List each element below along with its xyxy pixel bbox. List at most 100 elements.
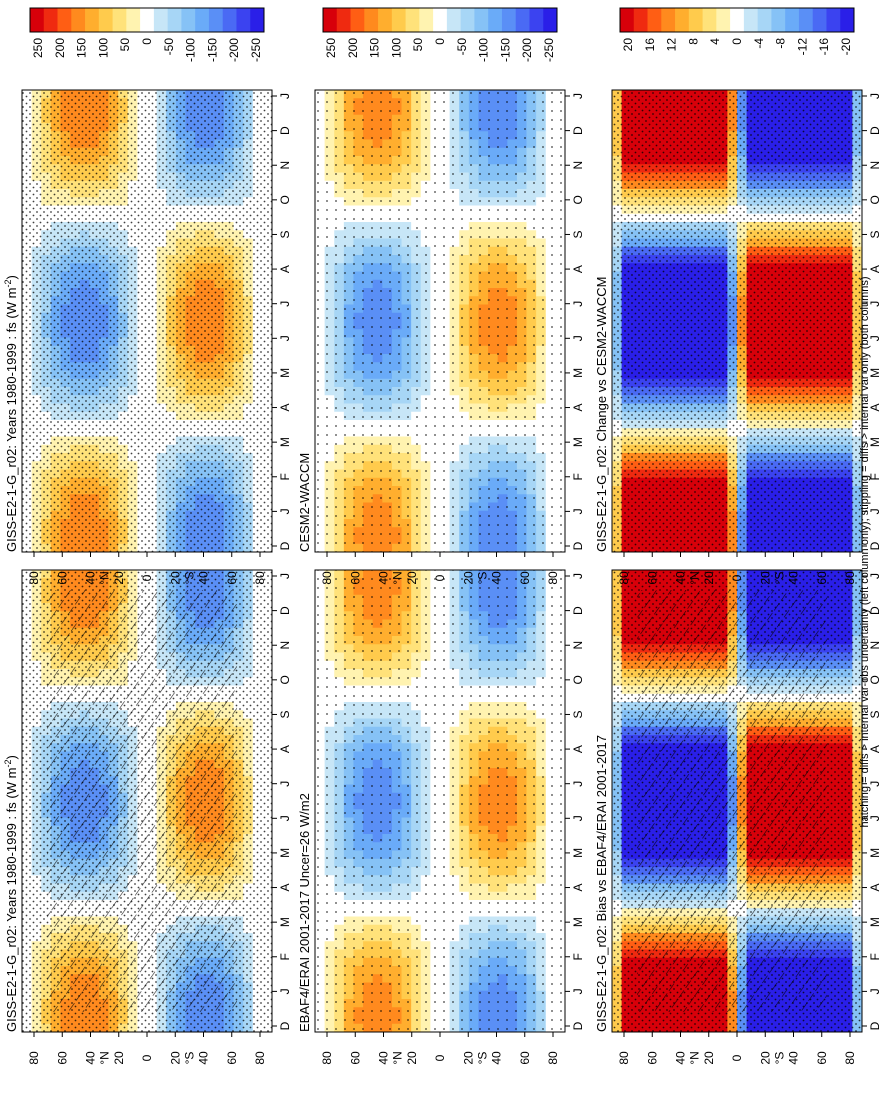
month-tick-label: M <box>571 848 585 858</box>
month-tick-label: J <box>278 301 292 307</box>
lat-label-south: °S <box>475 1052 489 1065</box>
lat-tick-label: 40 <box>84 571 98 585</box>
title-end: ) <box>4 275 19 279</box>
colorbar-swatch <box>153 8 169 32</box>
lat-label-north: °N <box>98 1051 112 1064</box>
lat-tick-label: 60 <box>225 571 239 585</box>
month-tick-label: A <box>278 265 292 273</box>
colorbar-swatch <box>250 8 265 32</box>
month-tick-label: J <box>278 988 292 994</box>
lat-tick-label: 20 <box>112 571 126 585</box>
month-tick-label: N <box>571 641 585 650</box>
stippling-overlay <box>315 570 565 1032</box>
colorbar-tick-label: 150 <box>75 38 89 58</box>
month-tick-label: A <box>571 745 585 753</box>
colorbar-tick-label: 0 <box>140 38 154 45</box>
lat-label-north: °N <box>391 1051 405 1064</box>
month-tick-label: J <box>571 815 585 821</box>
lat-tick-label: 40 <box>197 571 211 585</box>
lat-tick-label: 80 <box>253 571 267 585</box>
panel-middle-left: 80 60 40 20 0 20 40 60 80°N °SDJFMAMJJASONDJEBAF4… <box>297 487 585 1065</box>
colorbar-tick-label: -50 <box>162 38 176 56</box>
panel-middle-right: 80 60 40 20 0 20 40 60 80°N °SDJFMAMJJASONDJCESM2… <box>297 7 585 585</box>
lat-tick-label: 0 <box>433 1054 447 1061</box>
month-tick-label: M <box>278 848 292 858</box>
lat-tick-label: 60 <box>518 1051 532 1065</box>
month-tick-label: D <box>278 606 292 615</box>
colorbar-swatch <box>43 8 58 32</box>
colorbar-swatch <box>195 8 210 32</box>
colorbar-swatch <box>85 8 100 32</box>
month-tick-label: A <box>278 404 292 412</box>
month-tick-label: D <box>278 541 292 550</box>
lat-tick-label: 60 <box>55 1051 69 1065</box>
lat-tick-label: 20 <box>461 1051 475 1065</box>
month-tick-label: J <box>571 573 585 579</box>
lat-tick-label: 80 <box>253 1051 267 1065</box>
month-tick-label: O <box>571 675 585 684</box>
title-end: ) <box>4 755 19 759</box>
month-tick-label: O <box>278 675 292 684</box>
lat-tick-label: 80 <box>27 571 41 585</box>
lat-tick-label: 20 <box>112 1051 126 1065</box>
month-tick-label: F <box>571 953 585 960</box>
month-tick-label: N <box>278 161 292 170</box>
month-tick-label: M <box>571 917 585 927</box>
panel-title: GISS-E2-1-G_r02: Years 1980-1999 : fs (W… <box>3 275 19 552</box>
colorbar-swatch <box>208 8 224 32</box>
month-tick-label: J <box>278 815 292 821</box>
colorbar-swatch <box>71 8 86 32</box>
title-superscript: -2 <box>3 760 13 768</box>
lat-tick-label: 80 <box>27 1051 41 1065</box>
lat-tick-label: 80 <box>320 1051 334 1065</box>
title-superscript: -2 <box>3 280 13 288</box>
month-tick-label: A <box>571 884 585 892</box>
colorbar-tick-label: 250 <box>31 38 45 58</box>
month-tick-label: M <box>278 437 292 447</box>
lat-tick-label: 20 <box>168 1051 182 1065</box>
month-tick-label: D <box>571 1021 585 1030</box>
lat-label-north: °N <box>98 571 112 584</box>
colorbar-swatch <box>236 8 251 32</box>
month-tick-label: N <box>278 641 292 650</box>
colorbar-swatch <box>181 8 196 32</box>
colorbar-tick-label: -150 <box>205 38 219 62</box>
month-tick-label: J <box>571 988 585 994</box>
colorbar-tick-label: -200 <box>227 38 241 62</box>
colorbar-tick-label: -100 <box>184 38 198 62</box>
month-tick-label: J <box>278 781 292 787</box>
month-tick-label: J <box>278 93 292 99</box>
colorbar-swatch <box>98 8 113 32</box>
month-tick-label: A <box>278 745 292 753</box>
month-tick-label: S <box>278 710 292 718</box>
panel-group: 80 60 40 20 0 20 40 60 80 °N °S D J F M A M J J A S O N D J GISS-… <box>3 7 882 1065</box>
month-tick-label: F <box>278 953 292 960</box>
month-tick-label: O <box>278 195 292 204</box>
stippling-overlay <box>22 90 272 552</box>
lat-tick-label: 60 <box>348 1051 362 1065</box>
colorbar-frame <box>29 7 265 33</box>
month-tick-label: J <box>278 335 292 341</box>
month-tick-label: F <box>278 473 292 480</box>
colorbar-swatch <box>30 8 45 32</box>
lat-tick-label: 20 <box>405 1051 419 1065</box>
month-tick-label: J <box>571 781 585 787</box>
panel-top-right: 80 60 40 20 0 20 40 60 80°N °SDJFMAMJJASONDJGISS-… <box>3 7 292 585</box>
colorbar-swatch <box>112 8 127 32</box>
lat-tick-label: 0 <box>140 1054 154 1061</box>
month-tick-label: J <box>278 573 292 579</box>
lat-tick-label: 80 <box>546 1051 560 1065</box>
colorbar-swatch <box>126 8 141 32</box>
month-tick-label: D <box>571 606 585 615</box>
lat-tick-label: 0 <box>140 574 154 581</box>
colorbar-swatch <box>167 8 182 32</box>
lat-tick-label: 60 <box>55 571 69 585</box>
lat-tick-label: 40 <box>197 1051 211 1065</box>
colorbar-swatch <box>222 8 237 32</box>
month-tick-label: J <box>278 508 292 514</box>
month-tick-label: S <box>571 710 585 718</box>
lat-label-south: °S <box>182 1052 196 1065</box>
colorbar-tick-label: 50 <box>118 38 132 52</box>
lat-label-south: °S <box>182 572 196 585</box>
